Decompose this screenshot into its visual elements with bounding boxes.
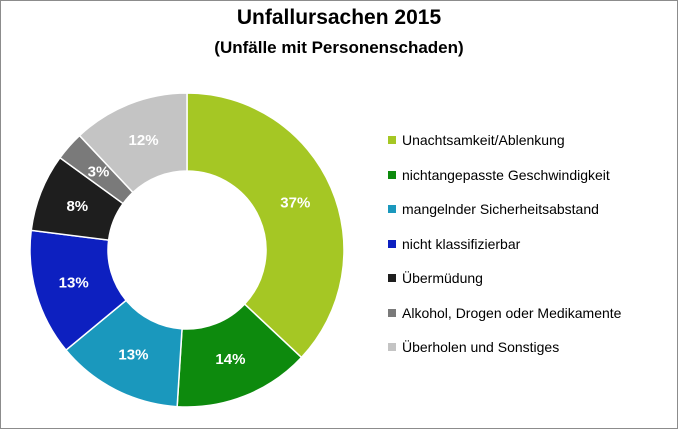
slice-label-uebermuedung: 8% [66,198,88,215]
legend-label: nicht klassifizierbar [402,235,521,252]
slice-label-unachtsamkeit-ablenkung: 37% [280,195,310,212]
legend-swatch [388,308,396,317]
legend-swatch [388,170,396,179]
slice-label-mangelnder-sicherheitsabstand: 13% [118,347,148,364]
donut-slice-unachtsamkeit-ablenkung [186,92,345,359]
legend-label: Unachtsamkeit/Ablenkung [402,132,565,148]
legend-label: Alkohol, Drogen oder Medikamente [402,304,622,321]
slice-label-ueberholen-und-sonstiges: 12% [129,132,159,149]
chart-subtitle: (Unfälle mit Personenschaden) [214,38,464,57]
legend-swatch [388,205,396,213]
legend-label: Überholen und Sonstiges [402,339,560,355]
slice-label-nichtangepasste-geschwindigkeit: 14% [215,351,245,368]
legend-label: Übermüdung [402,270,483,286]
legend-swatch [388,239,396,248]
slice-label-nicht-klassifizierbar: 13% [59,274,89,291]
chart-title: Unfallursachen 2015 [236,6,442,29]
slice-label-alkohol-drogen-oder-medikamente: 3% [88,163,110,180]
legend-swatch [388,274,396,282]
legend-label: mangelnder Sicherheitsabstand [402,201,599,217]
donut-slice-ueberholen-und-sonstiges [78,92,188,194]
legend-swatch [388,343,396,351]
legend-swatch [388,136,396,144]
legend-label: nichtangepasste Geschwindigkeit [402,166,610,183]
